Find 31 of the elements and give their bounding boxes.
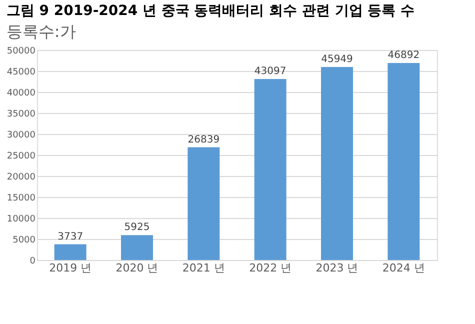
x-tick-label: 2022 년 [249, 262, 292, 274]
data-label: 5925 [124, 222, 150, 234]
y-tick-label: 45000 [6, 68, 36, 78]
y-tick-label: 5000 [12, 236, 36, 246]
data-label: 45949 [321, 54, 353, 66]
data-label: 46892 [388, 50, 420, 62]
data-label: 43097 [254, 66, 286, 77]
y-tick-label: 50000 [6, 46, 36, 56]
y-tick-label: 25000 [6, 152, 36, 162]
data-label: 26839 [188, 134, 220, 146]
chart-subtitle: 등록수:가 [6, 22, 76, 41]
bar [188, 147, 220, 260]
bar [321, 67, 353, 260]
y-tick-label: 30000 [6, 130, 36, 140]
x-tick-label: 2023 년 [316, 262, 358, 274]
y-tick-label: 0 [30, 256, 36, 266]
y-tick-label: 35000 [6, 110, 36, 120]
x-tick-label: 2021 년 [182, 262, 225, 274]
x-tick-label: 2020 년 [116, 262, 158, 274]
x-tick-label: 2024 년 [382, 262, 425, 274]
y-tick-label: 15000 [6, 194, 36, 204]
chart-title: 그림 9 2019-2024 년 중국 동력배터리 회수 관련 기업 등록 수 [6, 3, 415, 19]
x-tick-label: 2019 년 [49, 262, 92, 274]
y-tick-label: 40000 [6, 88, 36, 98]
y-tick-label: 20000 [6, 172, 36, 182]
bar [388, 63, 420, 260]
bar [254, 78, 286, 260]
data-label: 3737 [58, 231, 84, 242]
bar [54, 244, 86, 260]
bar [121, 235, 153, 260]
y-tick-label: 10000 [6, 214, 36, 224]
